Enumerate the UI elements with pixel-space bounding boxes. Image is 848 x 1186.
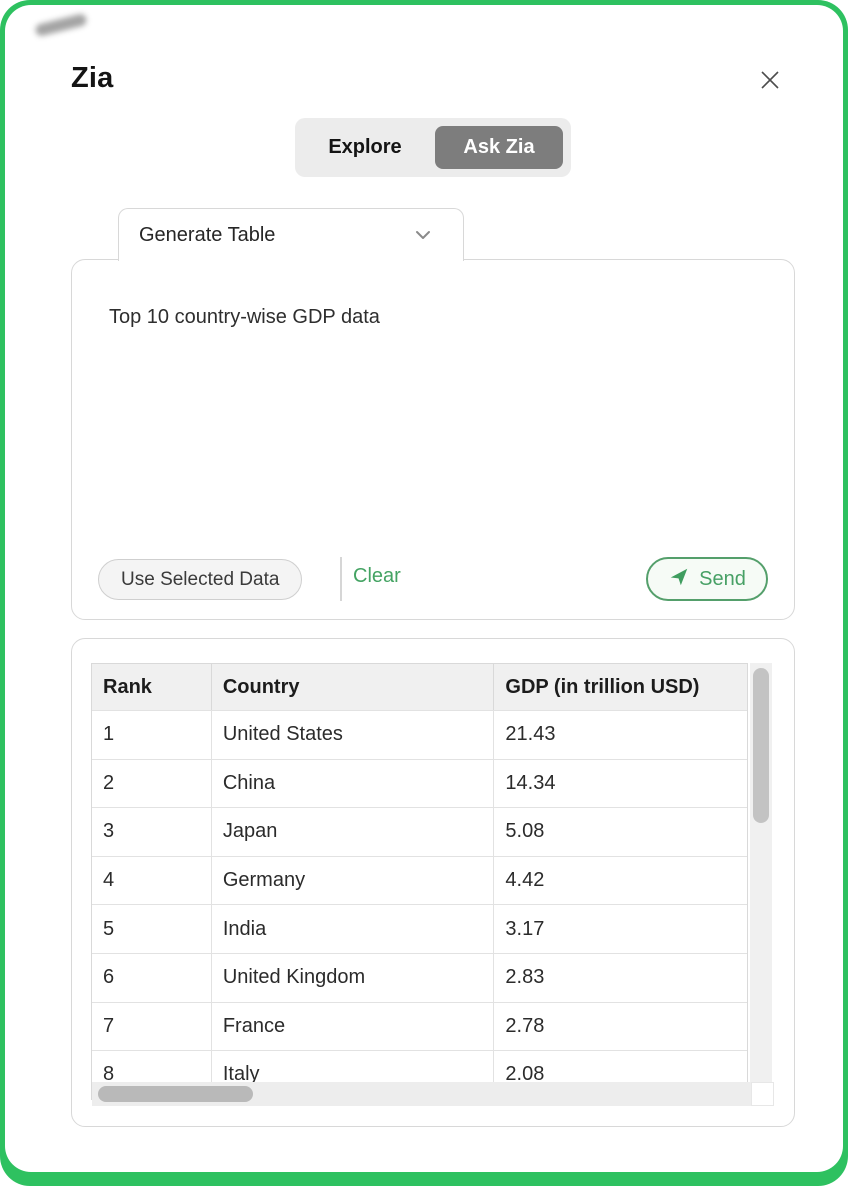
page-title: Zia	[71, 62, 114, 94]
table-cell: 7	[92, 1002, 212, 1051]
table-cell: 3.17	[505, 917, 545, 940]
table-row: 7 France 2.78	[92, 1001, 747, 1051]
divider	[340, 557, 342, 601]
table-row: 6 United Kingdom 2.83	[92, 952, 747, 1002]
table-cell: 5	[92, 905, 212, 953]
send-arrow-icon	[668, 566, 690, 593]
table-row: 1 United States 21.43	[92, 710, 747, 759]
table-row: 2 China 14.34	[92, 758, 747, 808]
table-cell: 1	[92, 711, 212, 759]
column-header-country: Country	[212, 664, 495, 710]
vertical-scrollbar-thumb[interactable]	[753, 668, 769, 823]
table-cell: United Kingdom	[212, 953, 495, 1002]
horizontal-scrollbar-thumb[interactable]	[98, 1086, 253, 1102]
mode-toggle: Explore Ask Zia	[295, 118, 571, 177]
close-button[interactable]	[753, 65, 787, 99]
table-cell: 14.34	[505, 771, 556, 794]
table-body: 1 United States 21.43 2 China 14.34 3 Japan 5.08…	[92, 710, 747, 1099]
generate-table-dropdown[interactable]: Generate Table	[118, 208, 464, 261]
clear-button[interactable]: Clear	[353, 565, 401, 587]
table-cell: China	[212, 759, 495, 808]
table-cell: 3	[92, 808, 212, 856]
table-cell: France	[212, 1002, 495, 1051]
scrollbar-corner	[751, 1082, 774, 1106]
send-button[interactable]: Send	[646, 557, 768, 601]
table-cell: 2.78	[505, 1014, 545, 1037]
column-header-rank: Rank	[92, 664, 212, 710]
vertical-scrollbar[interactable]	[750, 663, 772, 1106]
table-cell: 8	[92, 1051, 212, 1099]
zia-dialog: Zia Explore Ask Zia Generate Table Top 1…	[5, 5, 843, 1172]
table-cell: India	[212, 905, 495, 953]
horizontal-scrollbar[interactable]	[92, 1082, 751, 1106]
background-artifact	[34, 12, 88, 38]
gdp-table: Rank Country GDP (in trillion USD) 1 Unit…	[91, 663, 748, 1100]
table-cell: Japan	[212, 808, 495, 856]
table-cell: 2.83	[505, 966, 545, 989]
table-cell: 2	[92, 759, 212, 808]
table-header-row: Rank Country GDP (in trillion USD)	[92, 664, 747, 710]
table-cell: Italy	[212, 1051, 495, 1099]
table-cell: 5.08	[505, 820, 545, 843]
result-table-card: Rank Country GDP (in trillion USD) 1 Unit…	[71, 638, 795, 1127]
table-cell: Germany	[212, 856, 495, 905]
close-icon	[758, 68, 782, 97]
table-cell: 6	[92, 953, 212, 1002]
tab-explore[interactable]: Explore	[328, 136, 402, 158]
table-cell: 2.08	[505, 1063, 545, 1086]
generate-table-label: Generate Table	[139, 223, 276, 246]
tab-ask-zia[interactable]: Ask Zia	[435, 126, 563, 169]
prompt-input[interactable]: Top 10 country-wise GDP data	[109, 306, 380, 328]
table-scroll-area: Rank Country GDP (in trillion USD) 1 Unit…	[91, 663, 774, 1106]
table-cell: 21.43	[505, 723, 556, 746]
table-row: 4 Germany 4.42	[92, 855, 747, 905]
column-header-gdp: GDP (in trillion USD)	[505, 675, 700, 698]
table-cell: United States	[212, 711, 495, 759]
table-row: 5 India 3.17	[92, 904, 747, 953]
use-selected-data-button[interactable]: Use Selected Data	[98, 559, 303, 600]
prompt-area: Top 10 country-wise GDP data Use Selecte…	[71, 259, 795, 620]
table-cell: 4	[92, 856, 212, 905]
chevron-down-icon	[411, 223, 435, 247]
table-cell: 4.42	[505, 869, 545, 892]
table-row: 3 Japan 5.08	[92, 807, 747, 856]
send-label: Send	[699, 567, 746, 590]
